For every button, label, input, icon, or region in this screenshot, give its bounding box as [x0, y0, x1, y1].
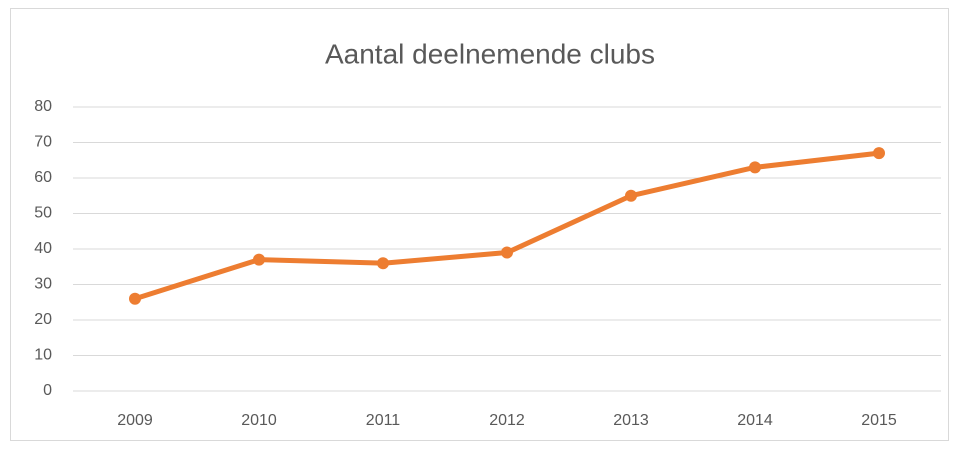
x-tick-label: 2013 [613, 412, 649, 429]
x-tick-label: 2014 [737, 412, 773, 429]
x-tick-label: 2012 [489, 412, 525, 429]
x-tick-label: 2011 [366, 412, 401, 429]
y-tick-label: 50 [34, 205, 52, 222]
y-tick-label: 80 [34, 98, 52, 115]
y-tick-label: 40 [34, 240, 52, 257]
x-tick-label: 2009 [117, 412, 153, 429]
x-tick-label: 2010 [241, 412, 277, 429]
y-tick-label: 10 [34, 347, 52, 364]
x-tick-label: 2015 [861, 412, 897, 429]
y-tick-label: 60 [34, 169, 52, 186]
y-tick-label: 70 [34, 134, 52, 151]
data-point [129, 292, 141, 305]
chart-border [10, 8, 949, 441]
data-point [253, 253, 265, 266]
y-tick-label: 0 [43, 382, 52, 399]
data-point [377, 257, 389, 270]
y-tick-label: 20 [34, 311, 52, 328]
y-tick-label: 30 [34, 276, 52, 293]
data-point [501, 246, 513, 259]
data-point [749, 161, 761, 174]
data-point [625, 189, 637, 202]
chart-title: Aantal deelnemende clubs [325, 38, 655, 69]
data-point [873, 147, 885, 160]
